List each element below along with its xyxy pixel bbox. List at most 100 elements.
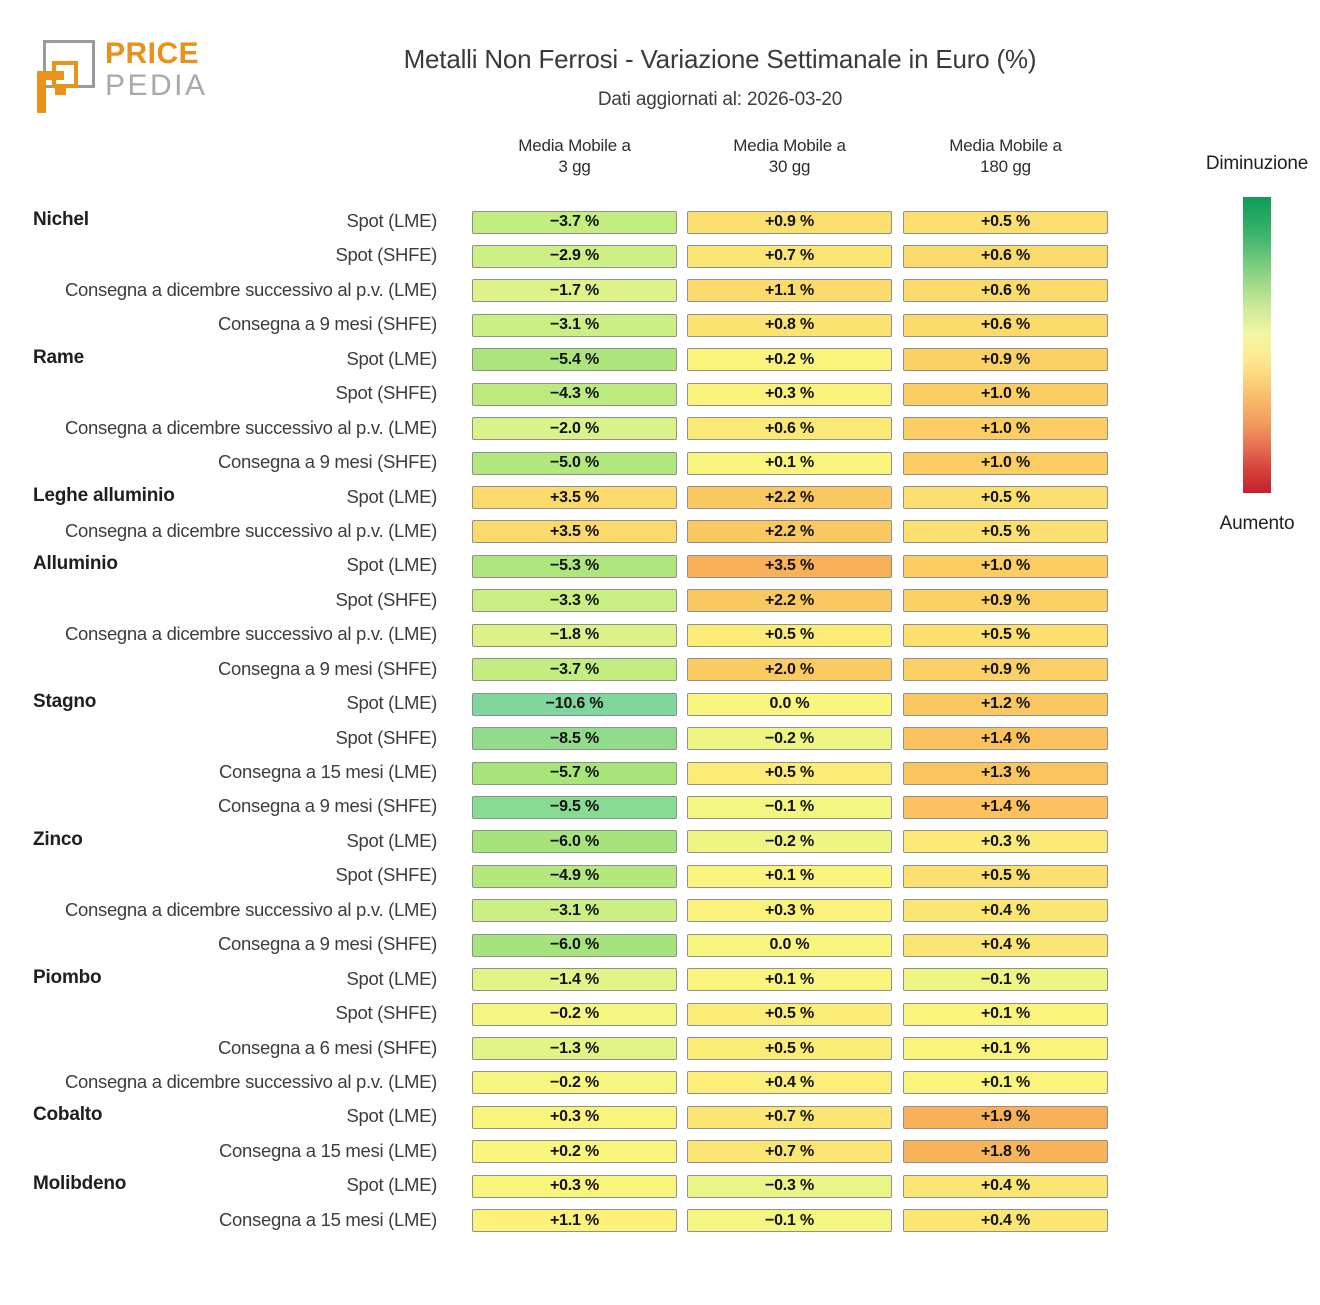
heatmap-cell: −5.4 % — [472, 348, 677, 372]
heatmap-cell: −3.7 % — [472, 210, 677, 234]
metal-group-label: Cobalto — [33, 1104, 103, 1126]
row-label: Spot (LME) — [346, 485, 437, 507]
heatmap-cell: −3.3 % — [472, 589, 677, 613]
heatmap-cell: −9.5 % — [472, 795, 677, 819]
heatmap-cell: +1.3 % — [903, 761, 1108, 785]
heatmap-cell: −0.1 % — [687, 1209, 892, 1233]
heatmap-cell: +0.6 % — [903, 313, 1108, 337]
heatmap-row: Consegna a dicembre successivo al p.v. (… — [0, 1066, 1150, 1100]
heatmap-cell: +0.9 % — [687, 210, 892, 234]
heatmap-row: Consegna a 6 mesi (SHFE) −1.3 % +0.5 % +0.1… — [0, 1032, 1150, 1066]
row-label: Consegna a 9 mesi (SHFE) — [217, 933, 437, 955]
heatmap-cell: −3.1 % — [472, 899, 677, 923]
row-label: Consegna a dicembre successivo al p.v. (… — [64, 519, 437, 541]
heatmap-cell: +0.3 % — [687, 382, 892, 406]
heatmap-cell: −6.0 % — [472, 933, 677, 957]
heatmap-cell: +0.9 % — [903, 348, 1108, 372]
heatmap-row: Spot (SHFE) −3.3 % +2.2 % +0.9 % — [0, 584, 1150, 618]
heatmap-cell: +3.5 % — [472, 520, 677, 544]
row-label: Spot (LME) — [346, 692, 437, 714]
column-header-3gg-line2: 3 gg — [558, 157, 591, 176]
row-label: Spot (LME) — [346, 1105, 437, 1127]
row-label: Spot (SHFE) — [335, 244, 437, 266]
row-label: Consegna a 9 mesi (SHFE) — [217, 313, 437, 335]
heatmap-cell: +1.8 % — [903, 1140, 1108, 1164]
row-label: Spot (SHFE) — [335, 1002, 437, 1024]
heatmap-row: Molibdeno Spot (LME) +0.3 % −0.3 % +0.4 % — [0, 1169, 1150, 1203]
row-label: Spot (SHFE) — [335, 864, 437, 886]
column-header-180gg: Media Mobile a 180 gg — [903, 135, 1108, 177]
wordmark-price: PRICE — [105, 37, 200, 70]
heatmap-cell: −4.3 % — [472, 382, 677, 406]
row-label: Spot (SHFE) — [335, 726, 437, 748]
heatmap-row: Rame Spot (LME) −5.4 % +0.2 % +0.9 % — [0, 343, 1150, 377]
metal-group-label: Rame — [33, 346, 84, 368]
row-label: Consegna a dicembre successivo al p.v. (… — [64, 416, 437, 438]
heatmap-cell: −5.0 % — [472, 451, 677, 475]
heatmap-row: Spot (SHFE) −2.9 % +0.7 % +0.6 % — [0, 239, 1150, 273]
heatmap-cell: +0.5 % — [903, 864, 1108, 888]
heatmap-cell: +2.2 % — [687, 520, 892, 544]
heatmap-cell: +1.2 % — [903, 692, 1108, 716]
heatmap-cell: +0.5 % — [903, 520, 1108, 544]
row-label: Consegna a 9 mesi (SHFE) — [217, 657, 437, 679]
heatmap-cell: +0.9 % — [903, 589, 1108, 613]
heatmap-cell: −5.3 % — [472, 554, 677, 578]
heatmap-cell: +0.6 % — [687, 417, 892, 441]
heatmap-cell: +0.1 % — [903, 1071, 1108, 1095]
row-label: Spot (SHFE) — [335, 382, 437, 404]
column-header-3gg: Media Mobile a 3 gg — [472, 135, 677, 177]
heatmap-row: Consegna a 9 mesi (SHFE) −3.7 % +2.0 % +0.9… — [0, 653, 1150, 687]
row-label: Spot (LME) — [346, 347, 437, 369]
metal-group-label: Nichel — [33, 209, 89, 230]
heatmap-cell: −0.2 % — [472, 1071, 677, 1095]
row-label: Spot (LME) — [346, 967, 437, 989]
row-label: Consegna a 6 mesi (SHFE) — [217, 1036, 437, 1058]
heatmap-cell: −0.2 % — [687, 830, 892, 854]
pricepedia-logo: PRICE PEDIA — [37, 37, 302, 113]
heatmap-row: Cobalto Spot (LME) +0.3 % +0.7 % +1.9 % — [0, 1100, 1150, 1134]
heatmap-cell: −10.6 % — [472, 692, 677, 716]
pricepedia-logo-mark — [37, 38, 102, 113]
column-header-3gg-line1: Media Mobile a — [518, 136, 631, 155]
heatmap-cell: −3.1 % — [472, 313, 677, 337]
heatmap-row: Consegna a 9 mesi (SHFE) −3.1 % +0.8 % +0.6… — [0, 308, 1150, 342]
column-header-30gg-line1: Media Mobile a — [733, 136, 846, 155]
row-label: Consegna a dicembre successivo al p.v. (… — [64, 898, 437, 920]
heatmap-row: Consegna a dicembre successivo al p.v. (… — [0, 618, 1150, 652]
heatmap-row: Spot (SHFE) −4.9 % +0.1 % +0.5 % — [0, 859, 1150, 893]
column-header-30gg: Media Mobile a 30 gg — [687, 135, 892, 177]
heatmap-cell: +0.4 % — [903, 933, 1108, 957]
heatmap-cell: +0.2 % — [687, 348, 892, 372]
heatmap-cell: +0.1 % — [687, 451, 892, 475]
heatmap-cell: +0.3 % — [687, 899, 892, 923]
heatmap-cell: +3.5 % — [687, 554, 892, 578]
row-label: Spot (SHFE) — [335, 588, 437, 610]
heatmap-cell: −0.1 % — [687, 795, 892, 819]
row-label: Consegna a 9 mesi (SHFE) — [217, 795, 437, 817]
metal-group-label: Piombo — [33, 966, 102, 988]
heatmap-cell: +1.1 % — [472, 1209, 677, 1233]
heatmap-cell: +1.0 % — [903, 382, 1108, 406]
heatmap-row: Spot (SHFE) −8.5 % −0.2 % +1.4 % — [0, 722, 1150, 756]
column-header-180gg-line2: 180 gg — [980, 157, 1031, 176]
heatmap-cell: +2.2 % — [687, 486, 892, 509]
heatmap-cell: +0.1 % — [903, 1002, 1108, 1026]
heatmap-cell: +0.4 % — [903, 899, 1108, 923]
heatmap-row: Consegna a dicembre successivo al p.v. (… — [0, 515, 1150, 549]
heatmap-row: Consegna a 9 mesi (SHFE) −6.0 % 0.0 % +0.4 … — [0, 928, 1150, 962]
heatmap-row: Spot (SHFE) −4.3 % +0.3 % +1.0 % — [0, 377, 1150, 411]
heatmap-cell: +0.5 % — [903, 623, 1108, 647]
heatmap-cell: +0.4 % — [687, 1071, 892, 1095]
row-label: Spot (LME) — [346, 554, 437, 576]
heatmap-cell: −2.9 % — [472, 244, 677, 268]
heatmap-cell: +0.7 % — [687, 1105, 892, 1129]
heatmap-cell: +0.7 % — [687, 1140, 892, 1164]
heatmap-row: Consegna a 15 mesi (LME) −5.7 % +0.5 % +1.3… — [0, 756, 1150, 790]
heatmap-cell: −5.7 % — [472, 761, 677, 785]
heatmap-cell: +0.1 % — [687, 864, 892, 888]
heatmap-cell: −1.8 % — [472, 623, 677, 647]
heatmap-cell: −0.1 % — [903, 968, 1108, 992]
heatmap-cell: −1.7 % — [472, 279, 677, 303]
